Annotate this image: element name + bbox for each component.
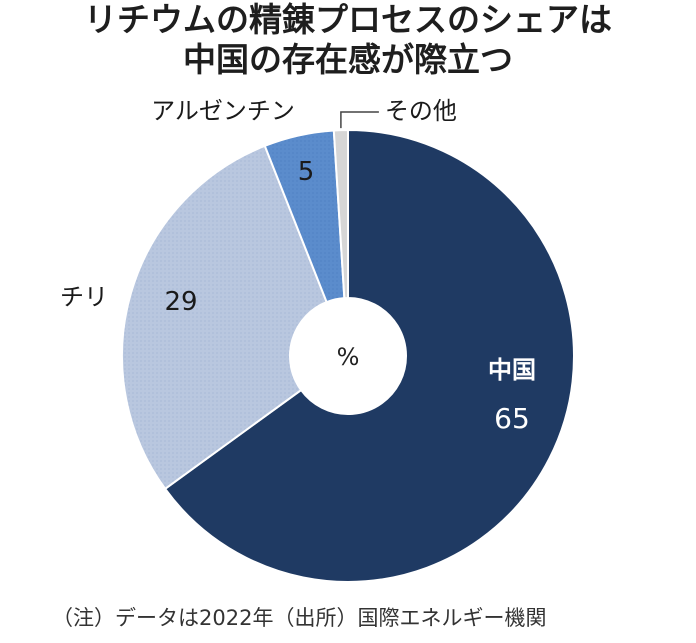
slice-other — [332, 128, 349, 300]
value-label-argentina: 5 — [298, 157, 315, 187]
value-label-china: 65 — [494, 402, 530, 435]
category-label-china: 中国 — [488, 356, 536, 384]
chart-title-line-2: 中国の存在感が際立つ — [183, 40, 513, 79]
category-label-other: その他 — [385, 97, 457, 125]
center-unit-label: % — [337, 343, 360, 371]
slice-chile — [121, 144, 328, 491]
footnote: （注）データは2022年（出所）国際エネルギー機関 — [52, 606, 547, 630]
category-label-chile: チリ — [60, 283, 108, 311]
leader-line-other — [340, 111, 379, 129]
slice-china — [163, 128, 575, 583]
category-label-argentina: アルゼンチン — [151, 97, 295, 125]
chart-title: リチウムの精錬プロセスのシェアは 中国の存在感が際立つ — [0, 0, 696, 80]
chart-title-line-1: リチウムの精錬プロセスのシェアは — [84, 0, 612, 39]
value-label-chile: 29 — [164, 287, 197, 317]
